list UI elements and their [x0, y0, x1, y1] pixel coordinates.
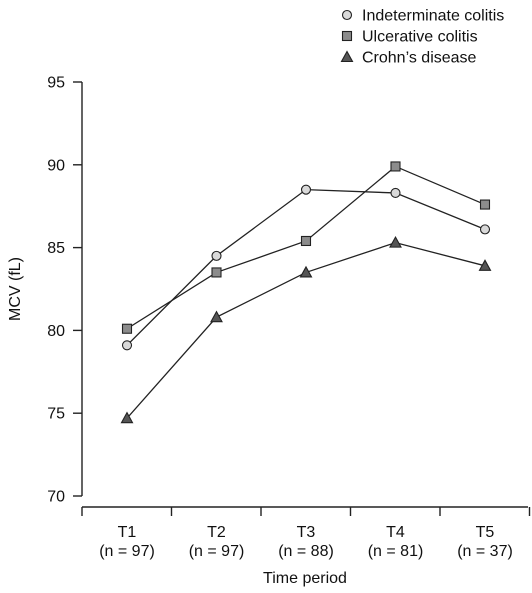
data-point-square — [211, 267, 222, 278]
legend-label: Crohn’s disease — [362, 50, 477, 67]
x-tick-label: T3 — [297, 524, 316, 541]
series-markers — [120, 161, 492, 424]
legend-marker-triangle — [340, 50, 354, 63]
x-tick-label: T1 — [118, 524, 137, 541]
x-axis-title: Time period — [263, 570, 347, 587]
legend: Indeterminate colitis Ulcerative colitis C… — [340, 8, 504, 67]
axes: MCV (fL) Time period — [7, 82, 528, 587]
x-tick-label: T5 — [476, 524, 495, 541]
y-tick-label: 80 — [47, 323, 65, 340]
data-point-circle — [121, 340, 133, 351]
y-tick-label: 90 — [47, 157, 65, 174]
legend-marker-square — [341, 30, 353, 42]
legend-label: Ulcerative colitis — [362, 29, 478, 46]
legend-label: Indeterminate colitis — [362, 8, 504, 25]
x-tick-sublabel: (n = 81) — [368, 543, 424, 560]
y-tick-label: 75 — [47, 406, 65, 423]
data-point-circle — [479, 224, 491, 235]
y-tick-label: 95 — [47, 75, 65, 92]
data-point-square — [390, 161, 401, 172]
x-tick-label: T2 — [207, 524, 226, 541]
data-point-triangle — [120, 411, 134, 424]
data-point-triangle — [389, 235, 402, 248]
series-layer — [120, 161, 492, 424]
data-point-triangle — [210, 310, 223, 323]
data-point-circle — [211, 250, 222, 261]
y-tick-label: 70 — [47, 489, 65, 506]
x-tick-sublabel: (n = 37) — [457, 543, 513, 560]
y-ticks: 70 75 80 85 90 95 — [47, 75, 82, 506]
series-lines — [126, 165, 486, 419]
x-tick-sublabel: (n = 97) — [99, 543, 155, 560]
x-ticks: T1 (n = 97) T2 (n = 97) T3 (n = 88) T4 (n = 81)… — [81, 507, 531, 560]
y-axis-title: MCV (fL) — [7, 257, 24, 321]
data-point-circle — [300, 184, 312, 195]
x-tick-sublabel: (n = 88) — [278, 543, 334, 560]
data-point-square — [300, 235, 312, 247]
data-point-square — [479, 199, 491, 210]
y-tick-label: 85 — [47, 240, 65, 257]
data-point-triangle — [478, 259, 492, 271]
data-point-circle — [390, 187, 401, 199]
x-tick-label: T4 — [386, 524, 405, 541]
data-point-triangle — [299, 265, 313, 278]
data-point-square — [121, 323, 133, 334]
x-tick-sublabel: (n = 97) — [189, 543, 245, 560]
legend-marker-circle — [341, 9, 353, 21]
